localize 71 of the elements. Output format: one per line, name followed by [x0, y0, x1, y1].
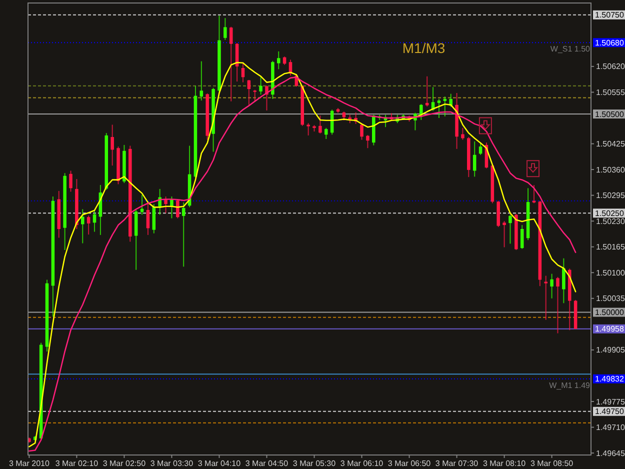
candlestick — [508, 214, 512, 244]
y-tick-label: 1.50295 — [596, 191, 625, 200]
y-tick-label: 1.49645 — [596, 448, 625, 458]
candlestick — [556, 276, 560, 334]
candlestick — [276, 50, 280, 70]
ref-line-label: 1.50250 — [595, 208, 624, 218]
candlestick — [224, 18, 227, 40]
candlestick — [420, 104, 423, 120]
candlestick — [200, 60, 204, 102]
candlestick — [478, 142, 482, 156]
y-tick-label: 1.50035 — [596, 294, 625, 304]
x-tick-label: 3 Mar 06:50 — [388, 459, 432, 468]
candlestick — [324, 127, 328, 140]
candlestick — [306, 122, 310, 136]
candlestick — [110, 124, 114, 166]
y-tick-label: 1.49710 — [596, 423, 625, 432]
x-tick-label: 3 Mar 07:30 — [435, 459, 479, 468]
y-tick-label: 1.50620 — [596, 62, 625, 72]
x-tick-label: 3 Mar 08:50 — [530, 459, 574, 468]
x-tick-label: 3 Mar 02:10 — [55, 459, 99, 468]
x-tick-label: 3 Mar 08:10 — [482, 459, 526, 468]
candlestick — [520, 224, 524, 250]
candlestick — [366, 134, 370, 149]
candlestick — [146, 201, 150, 236]
x-tick-label: 3 Mar 04:50 — [245, 459, 289, 468]
x-tick-label: 3 Mar 03:30 — [150, 459, 194, 468]
candlestick — [253, 89, 256, 102]
ref-line-label: 1.49958 — [595, 324, 624, 334]
candlestick — [259, 76, 262, 96]
ref-line-label: 1.49832 — [595, 374, 624, 384]
x-tick-label: 3 Mar 06:10 — [340, 459, 384, 468]
candlestick — [550, 273, 554, 299]
y-tick-label: 1.49905 — [596, 346, 625, 355]
ref-line-label: 1.50000 — [595, 308, 624, 318]
x-tick-label: 3 Mar 05:30 — [292, 459, 336, 468]
y-tick-label: 1.50425 — [596, 140, 625, 149]
candlestick — [443, 96, 447, 117]
annotation: W_M1 1.49 — [549, 380, 591, 390]
ref-line-label: 1.50680 — [595, 38, 624, 48]
candlestick — [472, 140, 476, 178]
x-tick-label: 3 Mar 2010 — [8, 459, 50, 468]
annotation: W_S1 1.50 — [550, 44, 591, 54]
candlestick — [425, 76, 429, 107]
candlestick — [437, 98, 441, 118]
candlestick — [158, 188, 162, 216]
candlestick — [461, 127, 464, 140]
candlestick — [81, 208, 84, 244]
candlestick — [502, 220, 506, 248]
candlestick — [69, 170, 72, 192]
y-tick-label: 1.50555 — [596, 88, 625, 98]
candlestick — [86, 215, 90, 236]
annotation: M1/M3 — [402, 40, 446, 56]
candlestick — [318, 115, 322, 134]
candlestick — [170, 196, 174, 219]
candlestick — [360, 123, 364, 140]
ref-line-label: 1.50500 — [595, 110, 624, 119]
candlestick — [182, 202, 186, 268]
candlestick — [229, 26, 233, 102]
candlestick — [562, 258, 566, 304]
y-tick-label: 1.49775 — [596, 397, 625, 406]
y-tick-label: 1.50165 — [596, 242, 625, 252]
candlestick — [241, 62, 245, 83]
y-tick-label: 1.50360 — [596, 165, 625, 174]
ref-line-label: 1.49750 — [595, 407, 624, 416]
candlestick — [164, 196, 168, 214]
ref-line-label: 1.50750 — [595, 10, 624, 20]
x-tick-label: 3 Mar 02:50 — [102, 459, 146, 468]
y-tick-label: 1.50230 — [596, 216, 625, 226]
y-tick-label: 1.50100 — [596, 268, 625, 278]
candlestick — [544, 275, 548, 320]
x-tick-label: 3 Mar 04:10 — [198, 459, 242, 468]
